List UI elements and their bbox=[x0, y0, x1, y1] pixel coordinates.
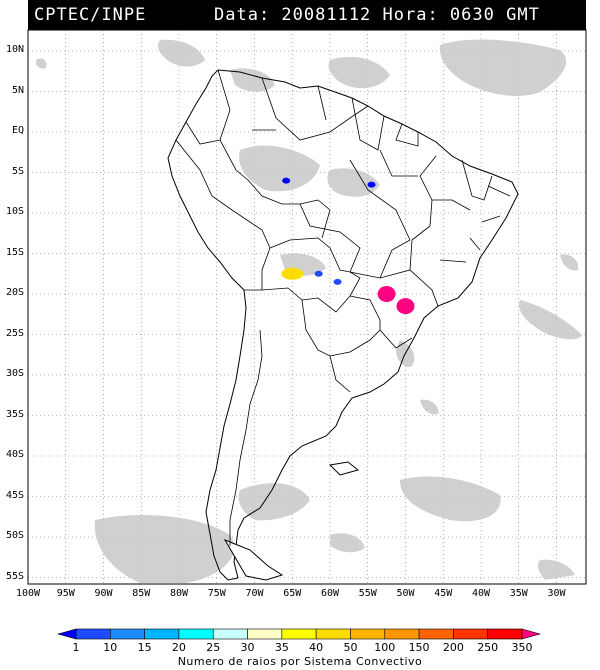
latitude-label: 25S bbox=[5, 327, 24, 339]
latitude-label: 45S bbox=[5, 489, 24, 501]
legend-value-label: 20 bbox=[171, 641, 186, 654]
legend-color-cell bbox=[487, 628, 523, 640]
map-border bbox=[27, 29, 587, 585]
longitude-label: 35W bbox=[509, 588, 528, 599]
legend-value-label: 350 bbox=[511, 641, 533, 654]
legend-title: Numero de raios por Sistema Convectivo bbox=[177, 655, 423, 668]
legend-value-label: 150 bbox=[408, 641, 430, 654]
lightning-system bbox=[333, 278, 342, 285]
grid-lines bbox=[28, 30, 586, 584]
legend-color-cell bbox=[247, 628, 283, 640]
latitude-label: 40S bbox=[5, 449, 24, 460]
lightning-systems bbox=[281, 177, 415, 315]
longitude-label: 70W bbox=[245, 588, 264, 599]
longitude-label: 60W bbox=[320, 588, 340, 599]
lightning-system bbox=[281, 267, 304, 280]
longitude-label: 30W bbox=[547, 588, 566, 599]
lightning-system bbox=[377, 286, 396, 302]
legend-value-label: 1 bbox=[72, 641, 80, 654]
legend-value-label: 15 bbox=[137, 641, 152, 654]
longitude-label: 95W bbox=[56, 588, 75, 599]
latitude-label: 50S bbox=[5, 530, 24, 541]
longitude-label: 40W bbox=[471, 588, 491, 599]
legend-value-label: 200 bbox=[442, 641, 464, 654]
legend-color-cell bbox=[110, 628, 145, 640]
latitude-label: 35S bbox=[5, 408, 24, 420]
latitude-label: 55S bbox=[5, 570, 24, 582]
longitude-label: 85W bbox=[132, 588, 151, 599]
legend-value-label: 40 bbox=[309, 641, 324, 654]
legend-color-cell bbox=[281, 628, 317, 640]
legend-color-cell bbox=[521, 628, 542, 640]
legend-color-cell bbox=[384, 628, 420, 640]
lightning-system bbox=[396, 298, 415, 315]
datetime-label: Data: 20081112 Hora: 0630 GMT bbox=[214, 5, 540, 25]
latitude-label: 15S bbox=[5, 246, 24, 258]
latitude-label: 30S bbox=[5, 368, 24, 379]
legend-value-label: 100 bbox=[374, 641, 396, 654]
legend-value-label: 50 bbox=[343, 641, 358, 654]
legend-value-label: 250 bbox=[477, 641, 499, 654]
latitude-label: EQ bbox=[11, 125, 24, 136]
legend-value-label: 10 bbox=[103, 641, 118, 654]
map-header: CPTEC/INPE Data: 20081112 Hora: 0630 GMT bbox=[28, 0, 586, 30]
latitude-label: 5N bbox=[11, 84, 24, 96]
longitude-label: 65W bbox=[283, 588, 302, 599]
country-borders bbox=[175, 69, 511, 546]
legend-value-label: 25 bbox=[206, 641, 221, 654]
latitude-label: 5S bbox=[11, 165, 24, 177]
latitude-label: 20S bbox=[5, 287, 24, 298]
legend-value-label: 35 bbox=[274, 641, 289, 654]
legend-color-cell bbox=[56, 628, 77, 640]
legend-color-cell bbox=[350, 628, 386, 640]
longitude-label: 75W bbox=[207, 588, 226, 599]
legend-color-cell bbox=[178, 628, 214, 640]
longitude-label: 90W bbox=[94, 588, 113, 599]
lightning-system bbox=[314, 270, 323, 277]
legend-color-cell bbox=[418, 628, 454, 640]
legend-color-cell bbox=[144, 628, 180, 640]
longitude-label: 45W bbox=[434, 588, 453, 599]
legend-value-label: 30 bbox=[240, 641, 255, 654]
longitude-label: 100W bbox=[15, 588, 41, 599]
legend-color-cell bbox=[75, 628, 111, 640]
lightning-system bbox=[282, 177, 291, 184]
source-label: CPTEC/INPE bbox=[34, 5, 147, 25]
lightning-system bbox=[367, 181, 376, 188]
longitude-label: 55W bbox=[358, 588, 377, 599]
longitude-label: 80W bbox=[169, 588, 189, 599]
legend-color-cell bbox=[315, 628, 351, 640]
legend-color-cell bbox=[453, 628, 488, 640]
legend-color-cell bbox=[212, 628, 248, 640]
cloud-cover bbox=[35, 39, 582, 583]
legend-color-bar bbox=[56, 628, 542, 640]
latitude-label: 10N bbox=[5, 44, 24, 55]
south-america-outline bbox=[167, 69, 519, 581]
longitude-label: 50W bbox=[396, 588, 415, 599]
latitude-label: 10S bbox=[5, 206, 24, 217]
